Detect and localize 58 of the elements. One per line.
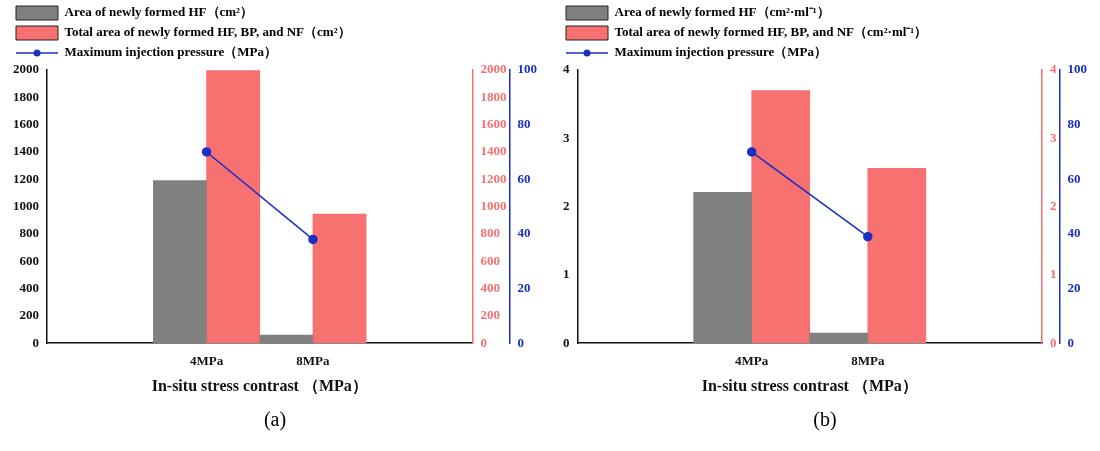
y3-tick-label: 20 <box>517 279 531 295</box>
y-tick-label: 1800 <box>13 88 39 104</box>
y-tick-label: 800 <box>19 225 39 241</box>
y2-tick-label: 1200 <box>480 170 507 186</box>
y3-tick-label: 0 <box>517 334 524 350</box>
y2-tick-label: 1600 <box>480 116 507 131</box>
x-axis-title: In-situ stress contrast （MPa） <box>151 376 368 395</box>
text: (a) <box>262 408 288 431</box>
text: (b) <box>812 408 838 431</box>
x-axis-title: In-situ stress contrast （MPa） <box>701 376 918 395</box>
y-tick-label: 400 <box>19 279 39 295</box>
y3-tick-label: 60 <box>1067 170 1081 186</box>
y-tick-label: 200 <box>19 307 39 323</box>
y-tick-label: 4 <box>563 61 570 77</box>
y3-tick-label: 100 <box>517 61 537 77</box>
y3-tick-label: 20 <box>1067 279 1081 295</box>
legend-label: Area of newly formed HF（cm²） <box>64 4 253 20</box>
y3-tick-label: 100 <box>1067 61 1087 77</box>
y2-tick-label: 2000 <box>480 61 507 77</box>
y2-tick-label: 600 <box>480 252 500 268</box>
x-tick-label: 8MPa <box>851 353 885 369</box>
legend-label: Area of newly formed HF（cm²·ml⁻¹） <box>614 4 830 20</box>
legend-label: Total area of newly formed HF, BP, and NF（cm²） <box>64 24 351 40</box>
x-tick-label: 4MPa <box>735 353 769 369</box>
y-tick-label: 0 <box>563 334 570 350</box>
y-tick-label: 3 <box>563 129 570 145</box>
y2-tick-label: 800 <box>480 225 500 241</box>
y2-tick-label: 4 <box>1050 61 1057 77</box>
y2-tick-label: 400 <box>480 279 500 295</box>
y3-tick-label: 0 <box>1067 334 1074 350</box>
y3-tick-label: 40 <box>517 225 531 241</box>
y3-tick-label: 40 <box>1067 225 1081 241</box>
legend-label: Maximum injection pressure（MPa） <box>64 44 278 60</box>
y2-tick-label: 1 <box>1050 266 1057 282</box>
y-tick-label: 1200 <box>13 170 39 186</box>
y2-tick-label: 1400 <box>480 143 507 159</box>
y3-tick-label: 80 <box>1067 116 1081 131</box>
y3-tick-label: 80 <box>517 116 531 131</box>
y-tick-label: 0 <box>32 334 39 350</box>
y-tick-label: 1400 <box>13 143 39 159</box>
y2-tick-label: 0 <box>480 334 487 350</box>
legend-label: Maximum injection pressure（MPa） <box>614 44 828 60</box>
y-tick-label: 2000 <box>13 61 39 77</box>
y2-tick-label: 1800 <box>480 88 507 104</box>
y-tick-label: 1 <box>563 266 570 282</box>
y2-tick-label: 1000 <box>480 197 507 213</box>
y2-tick-label: 0 <box>1050 334 1057 350</box>
legend-label: Total area of newly formed HF, BP, and NF（cm²·ml⁻¹） <box>614 24 928 40</box>
x-tick-label: 8MPa <box>296 353 331 369</box>
y-tick-label: 600 <box>19 252 39 268</box>
y3-tick-label: 60 <box>517 170 531 186</box>
x-tick-label: 4MPa <box>189 353 224 369</box>
y-tick-label: 2 <box>563 197 570 213</box>
y2-tick-label: 200 <box>480 307 500 323</box>
y-tick-label: 1000 <box>13 197 39 213</box>
y2-tick-label: 3 <box>1050 129 1057 145</box>
y2-tick-label: 2 <box>1050 197 1057 213</box>
y-tick-label: 1600 <box>13 116 39 131</box>
